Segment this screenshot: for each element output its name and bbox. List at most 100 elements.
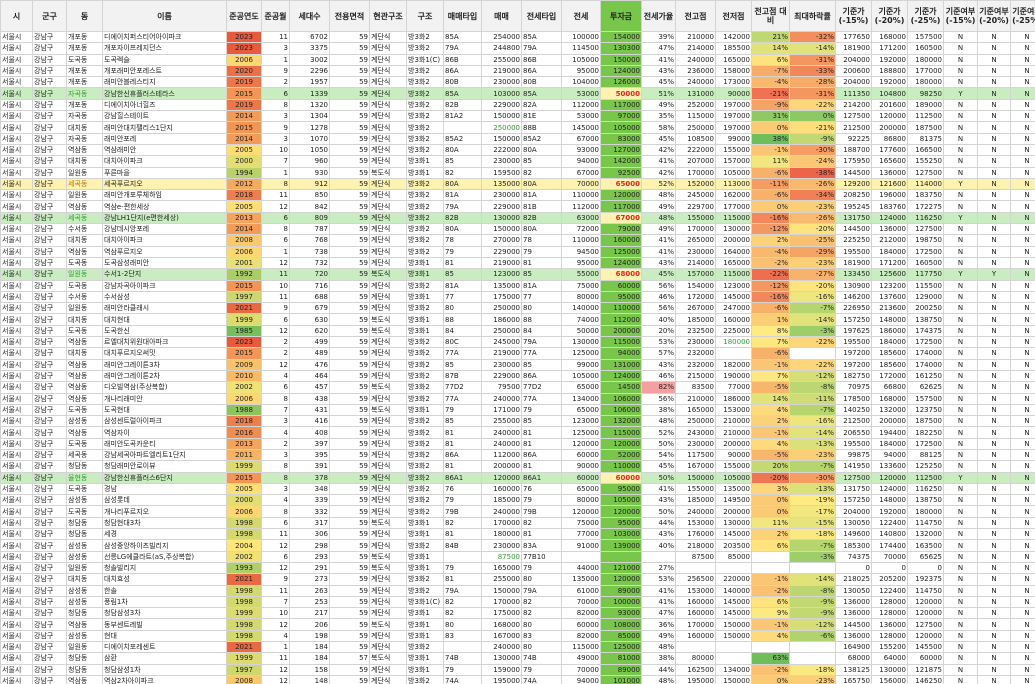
cell-vs[interactable]: -1%	[751, 426, 790, 439]
cell-drop[interactable]: -25%	[789, 234, 836, 247]
cell-y15[interactable]: N	[943, 121, 978, 134]
cell-units[interactable]: 842	[289, 200, 330, 213]
cell-units[interactable]: 930	[289, 166, 330, 179]
cell-jtype[interactable]: 86A	[521, 64, 562, 78]
cell-stype[interactable]: 82	[443, 595, 482, 609]
cell-sale[interactable]: 180000	[481, 528, 522, 541]
cell-vs[interactable]: -6%	[751, 189, 790, 202]
cell-jtype[interactable]: 81	[521, 437, 562, 450]
cell-p25[interactable]: 116250	[907, 482, 944, 496]
cell-ratio[interactable]: 43%	[641, 528, 676, 541]
cell-dong[interactable]: 개포동	[66, 42, 103, 55]
cell-stype[interactable]: 74B	[443, 652, 482, 665]
cell-y15[interactable]: N	[943, 336, 978, 349]
cell-y15[interactable]: Y	[943, 177, 978, 191]
cell-jeon[interactable]: 67000	[561, 132, 601, 145]
cell-low[interactable]: 99000	[715, 132, 752, 145]
cell-y25[interactable]: N	[1010, 528, 1035, 541]
cell-y20[interactable]: N	[977, 392, 1011, 405]
cell-units[interactable]: 1304	[289, 110, 330, 123]
cell-y15[interactable]: N	[943, 652, 978, 665]
cell-month[interactable]: 4	[261, 369, 290, 383]
cell-gu[interactable]: 강남구	[32, 471, 67, 484]
cell-y25[interactable]: N	[1010, 189, 1035, 202]
cell-area[interactable]: 59	[329, 482, 370, 496]
cell-month[interactable]: 11	[261, 584, 290, 597]
cell-y15[interactable]: N	[943, 595, 978, 609]
cell-high[interactable]: 185000	[675, 494, 716, 507]
cell-month[interactable]: 6	[261, 234, 290, 247]
table-row[interactable]: 서울시 강남구 삼성동 삼성롯데 2000 4 339 59 계단식 방3화2 79 185000 79…	[0, 494, 1035, 507]
cell-area[interactable]: 59	[329, 584, 370, 597]
cell-area[interactable]: 59	[329, 607, 370, 620]
table-row[interactable]: 서울시 강남구 청담동 삼환 1999 11 184 57 복도식 방3화1 74B 130000 74…	[0, 652, 1035, 665]
cell-units[interactable]: 158	[289, 663, 330, 676]
cell-stype[interactable]: 76	[443, 482, 482, 496]
cell-jeon[interactable]: 94000	[561, 155, 601, 168]
cell-p15[interactable]: 195500	[835, 437, 872, 450]
cell-y20[interactable]: N	[977, 121, 1011, 134]
cell-name[interactable]: 개나리푸르지오	[102, 505, 227, 518]
cell-struct[interactable]: 방3화2	[406, 347, 444, 360]
cell-jeon[interactable]: 90000	[561, 460, 601, 473]
cell-jtype[interactable]: 79A	[521, 42, 562, 55]
cell-high[interactable]: 170000	[675, 618, 716, 631]
cell-si[interactable]: 서울시	[0, 211, 33, 225]
cell-low[interactable]: 140000	[715, 584, 752, 597]
cell-entry[interactable]: 계단식	[369, 110, 407, 123]
cell-entry[interactable]: 계단식	[369, 584, 407, 597]
cell-inv[interactable]: 120000	[600, 189, 642, 202]
cell-p25[interactable]: 120000	[907, 629, 944, 643]
cell-y25[interactable]: N	[1010, 302, 1035, 315]
cell-gu[interactable]: 강남구	[32, 290, 67, 304]
cell-jeon[interactable]: 104000	[561, 76, 601, 89]
cell-name[interactable]: 래미안그레이튼3차	[102, 358, 227, 371]
cell-p20[interactable]: 205200	[871, 573, 908, 586]
cell-si[interactable]: 서울시	[0, 607, 33, 620]
cell-p20[interactable]: 148000	[871, 494, 908, 507]
cell-y25[interactable]: N	[1010, 211, 1035, 225]
cell-name[interactable]: 삼성센트럴아이파크	[102, 415, 227, 428]
cell-si[interactable]: 서울시	[0, 550, 33, 563]
cell-stype[interactable]: 80A	[443, 223, 482, 236]
cell-year[interactable]: 2005	[226, 200, 262, 213]
cell-drop[interactable]: -7%	[789, 539, 836, 552]
cell-y20[interactable]: N	[977, 87, 1011, 100]
cell-high[interactable]: 265000	[675, 234, 716, 247]
cell-units[interactable]: 464	[289, 369, 330, 383]
cell-area[interactable]: 59	[329, 64, 370, 78]
cell-y25[interactable]: N	[1010, 494, 1035, 507]
cell-inv[interactable]: 142000	[600, 155, 642, 168]
cell-entry[interactable]: 계단식	[369, 256, 407, 270]
cell-area[interactable]: 59	[329, 573, 370, 586]
cell-vs[interactable]: 8%	[751, 324, 790, 338]
cell-name[interactable]: 대치푸르지오써밋	[102, 347, 227, 360]
cell-jtype[interactable]: 76	[521, 482, 562, 496]
table-row[interactable]: 서울시 강남구 삼성동 삼성중앙하이츠빌리지 2004 12 298 59 계단식 방3화2 84B…	[0, 539, 1035, 552]
table-row[interactable]: 서울시 강남구 개포동 디에이치퍼스티어아이파크 2023 11 6702 59 계단식 방3화2…	[0, 30, 1035, 44]
cell-sale[interactable]: 123000	[481, 268, 522, 281]
cell-si[interactable]: 서울시	[0, 177, 33, 191]
cell-low[interactable]: 90000	[715, 448, 752, 462]
cell-dong[interactable]: 개포동	[66, 98, 103, 112]
cell-gu[interactable]: 강남구	[32, 505, 67, 518]
cell-p15[interactable]: 144500	[835, 223, 872, 236]
cell-jeon[interactable]: 105000	[561, 369, 601, 383]
cell-y15[interactable]: N	[943, 189, 978, 202]
cell-sale[interactable]: 250000	[481, 302, 522, 315]
cell-low[interactable]: 130000	[715, 223, 752, 236]
table-row[interactable]: 서울시 강남구 도곡동 개나리푸르지오 2006 8 332 59 계단식 방3화2 79B 2400…	[0, 505, 1035, 518]
cell-p25[interactable]: 120000	[907, 595, 944, 609]
cell-y15[interactable]: N	[943, 528, 978, 541]
cell-y15[interactable]: N	[943, 516, 978, 530]
cell-ratio[interactable]: 53%	[641, 573, 676, 586]
cell-jtype[interactable]: 77B10	[521, 550, 562, 563]
cell-y25[interactable]: N	[1010, 471, 1035, 484]
cell-gu[interactable]: 강남구	[32, 42, 67, 55]
cell-p25[interactable]: 172500	[907, 437, 944, 450]
cell-vs[interactable]: -20%	[751, 471, 790, 484]
cell-dong[interactable]: 역삼동	[66, 143, 103, 157]
cell-units[interactable]: 912	[289, 177, 330, 191]
cell-month[interactable]: 9	[261, 302, 290, 315]
